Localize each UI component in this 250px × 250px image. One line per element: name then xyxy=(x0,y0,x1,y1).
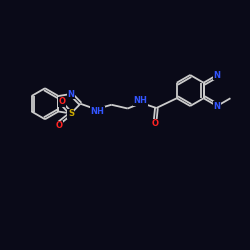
Text: N: N xyxy=(68,90,74,98)
Text: N: N xyxy=(214,70,220,80)
Text: O: O xyxy=(59,97,66,106)
Text: NH: NH xyxy=(133,96,147,105)
Text: N: N xyxy=(214,102,220,110)
Text: S: S xyxy=(68,109,74,118)
Text: NH: NH xyxy=(90,107,104,116)
Text: O: O xyxy=(56,121,62,130)
Text: O: O xyxy=(152,119,159,128)
